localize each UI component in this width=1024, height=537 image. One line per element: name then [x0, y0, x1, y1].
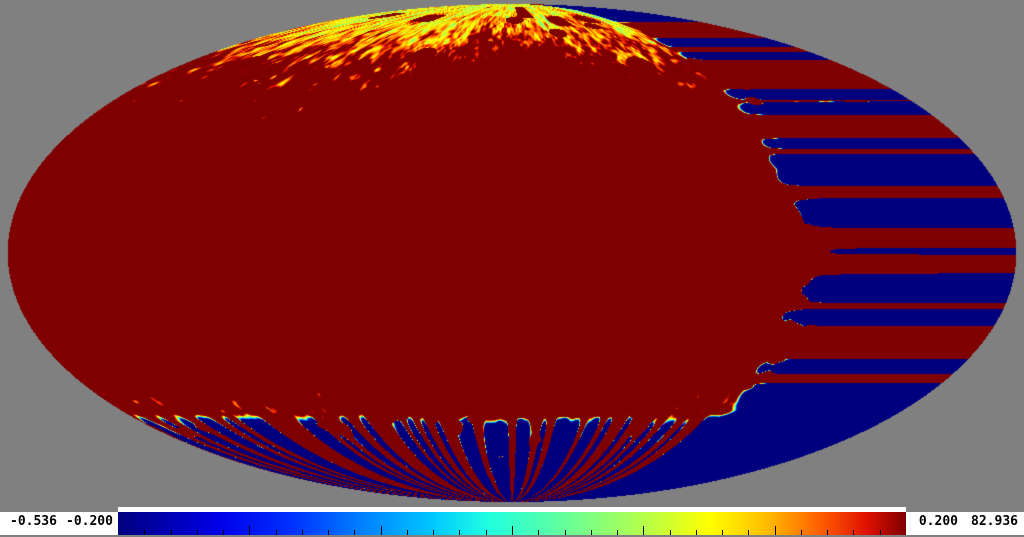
colorbar-gutter-right — [906, 507, 1024, 512]
skymap-panel — [0, 0, 1024, 507]
colorbar-over-label: 82.936 — [971, 514, 1018, 529]
colorbar-gutter-left — [0, 507, 118, 512]
colorbar-minor-tick — [722, 530, 724, 535]
colorbar-minor-tick — [485, 530, 487, 535]
colorbar-minor-tick — [144, 530, 146, 535]
colorbar-minor-tick — [748, 530, 750, 535]
colorbar-minor-tick — [564, 530, 566, 535]
colorbar-minor-tick — [617, 530, 619, 535]
colorbar-min-label: -0.200 — [66, 514, 113, 529]
colorbar-minor-tick — [433, 530, 435, 535]
colorbar-minor-tick — [538, 530, 540, 535]
colorbar-minor-tick — [196, 530, 198, 535]
colorbar-major-tick — [380, 526, 382, 535]
colorbar-scale[interactable] — [118, 512, 906, 535]
colorbar-minor-tick — [275, 530, 277, 535]
colorbar-minor-tick — [170, 530, 172, 535]
colorbar-minor-tick — [669, 530, 671, 535]
colorbar-minor-tick — [853, 530, 855, 535]
colorbar: -0.536 -0.200 0.200 82.936 — [0, 507, 1024, 535]
colorbar-major-tick — [643, 526, 645, 535]
colorbar-minor-tick — [328, 530, 330, 535]
colorbar-minor-tick — [354, 530, 356, 535]
colorbar-minor-tick — [223, 530, 225, 535]
colorbar-minor-tick — [406, 530, 408, 535]
colorbar-minor-tick — [695, 530, 697, 535]
colorbar-major-tick — [249, 526, 251, 535]
all-sky-map-image — [0, 0, 1024, 507]
colorbar-minor-tick — [301, 530, 303, 535]
colorbar-gradient — [118, 512, 906, 535]
colorbar-tick-marks — [118, 512, 906, 535]
colorbar-under-label: -0.536 — [10, 514, 57, 529]
colorbar-major-tick — [774, 526, 776, 535]
colorbar-minor-tick — [827, 530, 829, 535]
colorbar-minor-tick — [459, 530, 461, 535]
colorbar-major-tick — [512, 526, 513, 535]
colorbar-minor-tick — [879, 530, 881, 535]
colorbar-minor-tick — [590, 530, 592, 535]
colorbar-max-label: 0.200 — [918, 514, 958, 529]
colorbar-minor-tick — [800, 530, 802, 535]
